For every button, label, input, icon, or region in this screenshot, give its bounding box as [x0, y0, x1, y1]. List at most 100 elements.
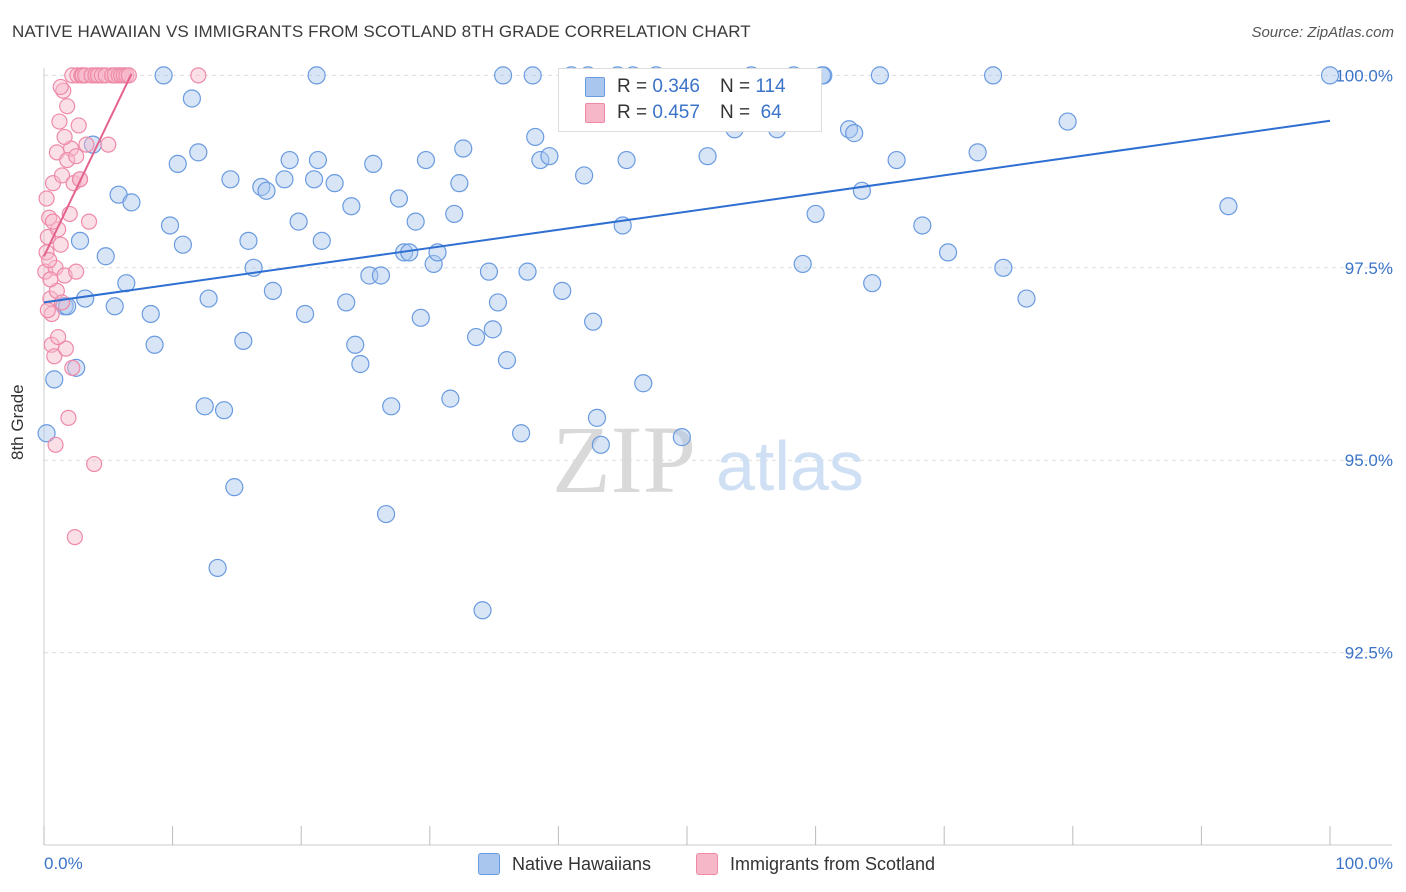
scotland-point — [68, 263, 85, 280]
native-hawaiian-point — [307, 66, 326, 85]
native-hawaiian-point — [483, 320, 502, 339]
stats-legend: R = 0.346 N = 114 R = 0.457 N = 64 — [558, 68, 822, 132]
trend-lines — [43, 73, 1331, 304]
native-hawaiian-point — [488, 293, 508, 312]
native-hawaiian-point — [512, 424, 531, 443]
native-hawaiian-point — [342, 197, 361, 216]
native-hawaiian-point — [1320, 66, 1340, 85]
native-hawaiian-point — [445, 204, 464, 224]
tick-labels: 92.5% 95.0% 97.5% 100.0% 0.0% 100.0% — [44, 66, 1393, 873]
native-hawaiian-point — [105, 297, 124, 316]
scotland-point — [53, 167, 71, 184]
native-hawaiian-point — [289, 212, 308, 231]
native-hawaiian-point — [364, 154, 383, 173]
chart-title: NATIVE HAWAIIAN VS IMMIGRANTS FROM SCOTL… — [12, 22, 751, 41]
legend-n-value: 64 — [760, 102, 782, 123]
scotland-point — [78, 136, 95, 153]
scotland-point — [38, 190, 55, 207]
native-hawaiian-point — [199, 289, 218, 308]
native-hawaiian-point — [913, 216, 932, 235]
native-hawaiian-point — [416, 150, 436, 170]
native-hawaiian-point — [479, 262, 499, 281]
native-hawaiian-point — [968, 143, 987, 162]
scotland-point — [59, 151, 76, 169]
native-hawaiian-point — [575, 166, 594, 185]
native-hawaiian-point — [208, 558, 227, 578]
scotland-point — [42, 271, 59, 288]
y-tick-label: 95.0% — [1345, 451, 1393, 470]
native-hawaiian-point — [346, 335, 365, 354]
native-hawaiian-point — [1219, 197, 1238, 216]
native-hawaiian-point — [280, 150, 299, 170]
scotland-point — [52, 78, 69, 96]
native-hawaiian-point — [698, 147, 717, 166]
legend-swatch-blue — [585, 77, 605, 97]
native-hawaiian-point — [295, 304, 315, 324]
native-hawaiian-point — [553, 281, 572, 300]
scotland-point — [41, 251, 58, 269]
native-hawaiian-point — [424, 254, 443, 274]
native-hawaiian-point — [141, 304, 160, 324]
native-hawaiian-point — [257, 181, 276, 200]
native-hawaiian-point — [454, 139, 473, 158]
scotland-point — [70, 117, 87, 134]
grid-lines — [44, 74, 1392, 654]
series-legend-scotland: Immigrants from Scotland — [696, 852, 935, 876]
native-hawaiian-point — [497, 351, 517, 370]
native-hawaiian-point — [473, 601, 492, 620]
native-hawaiian-point — [466, 327, 486, 347]
scotland-point — [64, 359, 81, 376]
series-swatch-pink — [696, 853, 718, 875]
watermark: ZIP atlas — [552, 406, 864, 513]
native-hawaiian-point — [591, 435, 610, 454]
y-tick-label: 92.5% — [1345, 644, 1393, 663]
native-hawaiian-point — [154, 66, 173, 85]
native-hawaiian-point — [1017, 289, 1036, 308]
native-hawaiian-point — [523, 66, 542, 85]
scotland-point — [68, 148, 85, 165]
native-hawaiian-point — [45, 370, 64, 389]
legend-r-value: 0.346 — [652, 76, 700, 97]
native-hawaiian-point — [168, 154, 187, 173]
native-hawaiian-point — [76, 289, 95, 308]
native-hawaiian-point — [411, 308, 430, 327]
native-hawaiian-point — [806, 204, 825, 224]
y-tick-label: 97.5% — [1345, 259, 1393, 278]
scotland-point — [80, 213, 98, 230]
scotland-point — [106, 67, 123, 84]
native-hawaiian-point — [526, 127, 545, 147]
legend-r-label: R = — [617, 76, 648, 97]
native-hawaiian-point — [518, 262, 537, 281]
native-hawaiian-point — [852, 181, 871, 200]
native-hawaiian-trend-line — [43, 119, 1331, 304]
series-swatch-blue — [478, 853, 500, 875]
native-hawaiian-point — [634, 374, 653, 393]
native-hawaiian-point — [494, 66, 513, 85]
native-hawaiian-point — [672, 428, 691, 447]
scotland-point — [190, 67, 207, 84]
data-points — [37, 66, 1340, 620]
native-hawaiian-point — [617, 150, 636, 170]
watermark-zip: ZIP — [552, 406, 696, 513]
scotland-point — [66, 529, 83, 546]
native-hawaiian-point — [239, 231, 258, 250]
native-hawaiian-point — [145, 335, 164, 354]
native-hawaiian-point — [325, 174, 344, 193]
native-hawaiian-point — [67, 358, 86, 377]
legend-row-scotland: R = 0.457 N = 64 — [585, 101, 782, 125]
native-hawaiian-point — [221, 170, 240, 189]
native-hawaiian-point — [70, 231, 90, 250]
native-hawaiian-point — [351, 354, 370, 374]
native-hawaiian-point — [983, 66, 1003, 85]
legend-r-label: R = — [617, 102, 648, 123]
native-hawaiian-point — [173, 235, 192, 254]
scotland-point — [53, 294, 71, 311]
native-hawaiian-point — [225, 478, 244, 497]
native-hawaiian-point — [376, 504, 396, 524]
axes — [43, 68, 1392, 846]
native-hawaiian-point — [234, 331, 253, 351]
native-hawaiian-point — [584, 312, 603, 331]
scotland-point — [100, 136, 117, 153]
native-hawaiian-point — [312, 231, 331, 250]
scotland-point — [52, 236, 69, 253]
